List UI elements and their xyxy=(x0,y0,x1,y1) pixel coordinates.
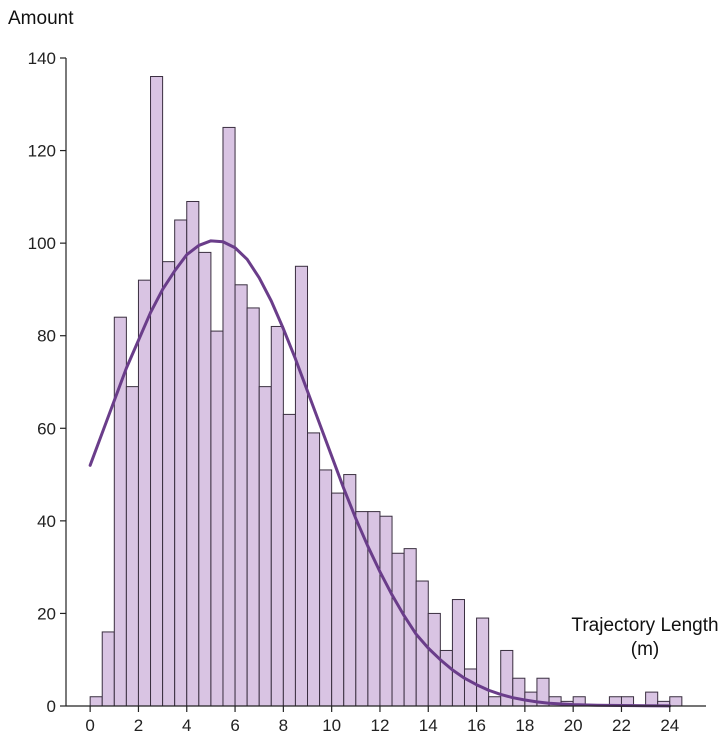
histogram-bar xyxy=(294,265,309,707)
x-tick-label: 12 xyxy=(371,716,390,735)
x-tick-label: 24 xyxy=(660,716,679,735)
histogram-bar xyxy=(210,330,224,707)
histogram-bar xyxy=(258,386,272,707)
x-tick-label: 10 xyxy=(322,716,341,735)
histogram-bar xyxy=(162,261,176,707)
histogram-bar xyxy=(198,251,212,707)
histogram-bar xyxy=(415,580,429,707)
histogram-bar xyxy=(186,200,200,707)
x-tick-label: 16 xyxy=(467,716,486,735)
histogram-bar xyxy=(463,668,478,707)
histogram-bar xyxy=(367,511,381,707)
histogram-bar xyxy=(150,76,164,707)
histogram-bar xyxy=(319,469,333,707)
density-fit-curve xyxy=(88,239,672,708)
histogram-bar xyxy=(331,492,345,707)
histogram-bar xyxy=(174,219,188,707)
y-tick-label: 40 xyxy=(37,512,56,531)
histogram-bar xyxy=(89,696,103,707)
x-tick-label: 18 xyxy=(515,716,534,735)
histogram-bar xyxy=(439,649,453,707)
x-tick-label: 6 xyxy=(230,716,239,735)
x-tick-label: 20 xyxy=(564,716,583,735)
histogram-bar xyxy=(125,386,139,707)
histogram-bar xyxy=(669,696,683,707)
y-tick-label: 140 xyxy=(28,49,56,68)
y-tick-label: 0 xyxy=(47,697,56,716)
y-tick-label: 20 xyxy=(37,604,56,623)
histogram-bar xyxy=(488,696,502,707)
histogram-bar xyxy=(101,631,115,707)
y-axis-label: Amount xyxy=(8,8,74,29)
fit-curve-layer xyxy=(88,239,672,708)
histogram-bar xyxy=(476,617,490,707)
histogram-bar xyxy=(234,284,248,707)
histogram-bar xyxy=(282,413,296,707)
histogram-bar xyxy=(137,279,152,707)
histogram-bar xyxy=(391,552,405,707)
x-tick-label: 0 xyxy=(85,716,94,735)
histogram-bar xyxy=(451,599,466,707)
x-tick-label: 22 xyxy=(612,716,631,735)
histogram-bar xyxy=(512,677,526,707)
x-axis-label: Trajectory Length (m) xyxy=(571,615,719,660)
x-tick-label: 2 xyxy=(134,716,143,735)
x-tick-label: 8 xyxy=(279,716,288,735)
histogram-bar xyxy=(307,432,321,707)
y-tick-label: 80 xyxy=(37,327,56,346)
x-tick-label: 14 xyxy=(419,716,438,735)
histogram-bar xyxy=(343,474,357,707)
y-tick-label: 120 xyxy=(28,142,56,161)
y-tick-label: 100 xyxy=(28,234,56,253)
y-tick-label: 60 xyxy=(37,419,56,438)
x-tick-label: 4 xyxy=(182,716,191,735)
histogram-bar xyxy=(270,325,284,707)
histogram-bar xyxy=(379,515,393,707)
histogram-bar xyxy=(645,691,659,707)
histogram-bars xyxy=(89,76,683,707)
histogram-bar xyxy=(246,307,260,707)
histogram-bar xyxy=(222,126,236,707)
